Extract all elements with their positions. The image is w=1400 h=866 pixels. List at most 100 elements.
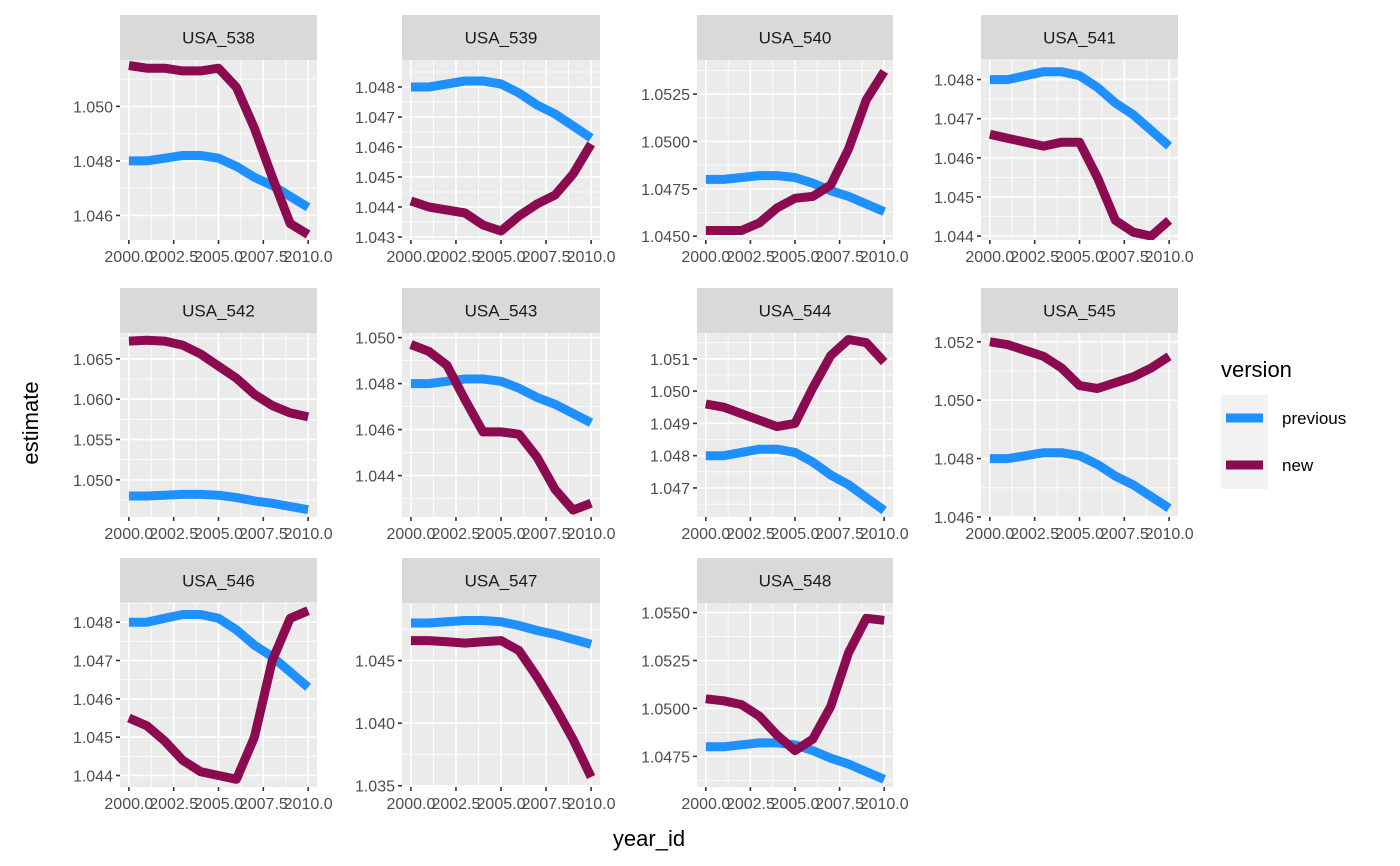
y-tick-label: 1.046 bbox=[73, 208, 113, 225]
facet-strip bbox=[981, 15, 1178, 60]
x-tick-label: 2005.0 bbox=[477, 796, 526, 813]
series-line-previous bbox=[128, 610, 312, 691]
y-tick-label: 1.045 bbox=[934, 190, 974, 207]
y-tick-label: 1.046 bbox=[934, 510, 974, 527]
facet-strip bbox=[402, 15, 600, 60]
legend-key-background bbox=[1221, 395, 1268, 489]
y-tick-label: 1.047 bbox=[73, 654, 113, 671]
facet-strip bbox=[120, 15, 317, 60]
x-tick-label: 2007.5 bbox=[522, 249, 571, 266]
x-tick-label: 2002.5 bbox=[149, 526, 198, 543]
x-tick-label: 2005.0 bbox=[194, 526, 243, 543]
x-tick-label: 2002.5 bbox=[431, 249, 480, 266]
series-line-previous bbox=[705, 171, 886, 216]
panel-USA_541: USA_5411.0441.0451.0461.0471.0482000.020… bbox=[934, 15, 1194, 266]
legend-label-new: new bbox=[1282, 456, 1314, 475]
x-tick-label: 2007.5 bbox=[522, 526, 571, 543]
x-tick-label: 2000.0 bbox=[681, 249, 730, 266]
x-tick-label: 2002.5 bbox=[726, 249, 775, 266]
facet-strip-label: USA_546 bbox=[182, 572, 255, 591]
y-tick-label: 1.0475 bbox=[641, 182, 690, 199]
y-tick-label: 1.052 bbox=[934, 335, 974, 352]
x-tick-label: 2005.0 bbox=[194, 796, 243, 813]
legend-label-previous: previous bbox=[1282, 409, 1346, 428]
x-tick-label: 2005.0 bbox=[771, 526, 820, 543]
y-tick-label: 1.040 bbox=[355, 716, 395, 733]
y-tick-label: 1.046 bbox=[355, 140, 395, 157]
series-line-new bbox=[409, 340, 593, 515]
facet-strip-label: USA_545 bbox=[1043, 302, 1116, 321]
x-tick-label: 2005.0 bbox=[477, 526, 526, 543]
y-tick-label: 1.046 bbox=[934, 151, 974, 168]
y-tick-label: 1.0525 bbox=[641, 654, 690, 671]
x-tick-label: 2000.0 bbox=[681, 796, 730, 813]
x-tick-label: 2010.0 bbox=[567, 526, 616, 543]
y-tick-label: 1.047 bbox=[934, 112, 974, 129]
panel-USA_538: USA_538 1.046 1.048 1.050 2000.02002.52005.0… bbox=[73, 15, 333, 266]
x-tick-label: 2010.0 bbox=[1145, 526, 1194, 543]
y-tick-label: 1.048 bbox=[73, 154, 113, 171]
facet-strip-label: USA_548 bbox=[759, 572, 832, 591]
series-line-previous bbox=[410, 374, 594, 427]
y-tick-label: 1.0550 bbox=[641, 606, 690, 623]
y-tick-label: 1.050 bbox=[650, 384, 690, 401]
y-tick-label: 1.045 bbox=[355, 654, 395, 671]
y-tick-label: 1.043 bbox=[355, 230, 395, 247]
x-tick-label: 2007.5 bbox=[522, 796, 571, 813]
x-tick-label: 2010.0 bbox=[284, 526, 333, 543]
x-tick-label: 2002.5 bbox=[431, 796, 480, 813]
x-tick-label: 2000.0 bbox=[681, 526, 730, 543]
y-tick-label: 1.044 bbox=[934, 229, 974, 246]
series-line-previous bbox=[128, 489, 309, 515]
x-tick-label: 2010.0 bbox=[567, 249, 616, 266]
x-tick-label: 2002.5 bbox=[1010, 526, 1059, 543]
legend: version previous new bbox=[1221, 357, 1346, 489]
y-tick-label: 1.050 bbox=[73, 473, 113, 490]
series-line-new bbox=[409, 141, 595, 236]
series-line-new bbox=[988, 129, 1173, 240]
x-tick-label: 2002.5 bbox=[149, 796, 198, 813]
y-tick-label: 1.0475 bbox=[641, 749, 690, 766]
panel-USA_539: USA_539 1.043 1.044 1.045 1.046 1.047 1.048 200… bbox=[355, 15, 616, 266]
x-tick-label: 2010.0 bbox=[860, 796, 909, 813]
panel-USA_544: USA_5441.0471.0481.0491.0501.0512000.020… bbox=[650, 288, 909, 543]
series-line-previous bbox=[410, 616, 593, 649]
legend-entries: previous new bbox=[1226, 409, 1346, 475]
series-line-new bbox=[705, 335, 888, 432]
series-line-new bbox=[128, 335, 310, 422]
series-line-previous bbox=[989, 448, 1172, 512]
panel-USA_546: USA_5461.0441.0451.0461.0471.0482000.020… bbox=[73, 558, 333, 813]
y-tick-label: 1.048 bbox=[934, 452, 974, 469]
facet-strip bbox=[697, 558, 893, 603]
x-tick-label: 2010.0 bbox=[860, 249, 909, 266]
x-tick-label: 2002.5 bbox=[149, 249, 198, 266]
x-tick-label: 2007.5 bbox=[1100, 249, 1149, 266]
x-tick-label: 2000.0 bbox=[104, 526, 153, 543]
series-line-new bbox=[410, 636, 596, 779]
x-tick-label: 2005.0 bbox=[194, 249, 243, 266]
series-line-previous bbox=[989, 67, 1173, 150]
facet-strip bbox=[697, 288, 893, 333]
panel-USA_543: USA_5431.0441.0461.0481.0502000.02002.52… bbox=[355, 288, 616, 543]
x-tick-label: 2000.0 bbox=[104, 796, 153, 813]
facet-strip-label: USA_541 bbox=[1043, 29, 1116, 48]
y-tick-label: 1.050 bbox=[934, 393, 974, 410]
y-tick-label: 1.060 bbox=[73, 392, 113, 409]
panel-USA_540: USA_5401.04501.04751.05001.05252000.0200… bbox=[641, 15, 909, 266]
y-tick-label: 1.049 bbox=[650, 416, 690, 433]
x-tick-label: 2007.5 bbox=[239, 526, 288, 543]
x-tick-label: 2010.0 bbox=[860, 526, 909, 543]
y-tick-label: 1.0450 bbox=[641, 229, 690, 246]
x-tick-label: 2000.0 bbox=[386, 796, 435, 813]
x-tick-label: 2007.5 bbox=[1100, 526, 1149, 543]
x-tick-label: 2005.0 bbox=[771, 796, 820, 813]
x-tick-label: 2005.0 bbox=[477, 249, 526, 266]
x-tick-label: 2002.5 bbox=[1010, 249, 1059, 266]
series-line-previous bbox=[705, 444, 887, 515]
facet-strip-label: USA_544 bbox=[759, 302, 832, 321]
panel-USA_542: USA_5421.0501.0551.0601.0652000.02002.52… bbox=[73, 288, 333, 543]
y-tick-label: 1.048 bbox=[73, 615, 113, 632]
y-tick-label: 1.044 bbox=[355, 200, 395, 217]
facet-strip bbox=[981, 288, 1178, 333]
